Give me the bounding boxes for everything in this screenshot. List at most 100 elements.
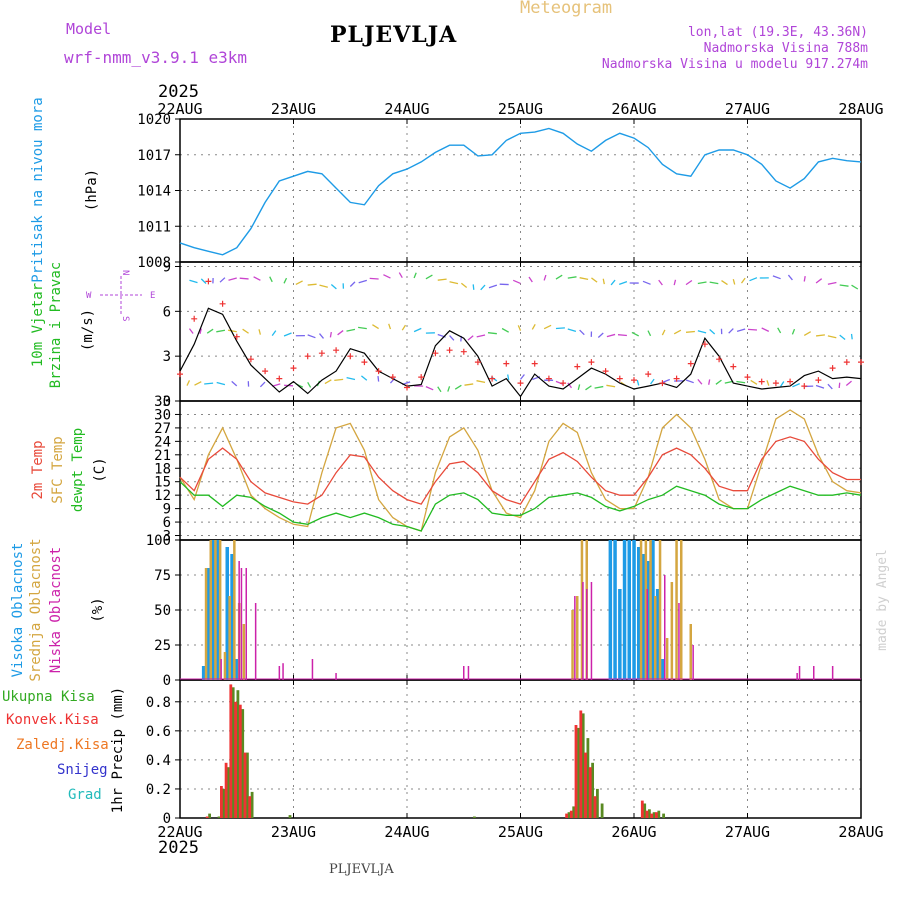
wind-direction-arrow	[662, 330, 665, 335]
wind-direction-arrow	[716, 380, 722, 384]
precip-legend-item: Konvek.Kisa	[6, 712, 99, 728]
wind-direction-arrow	[389, 324, 391, 329]
cloud-bar	[654, 596, 657, 680]
precip-legend-item: Snijeg	[57, 762, 108, 778]
y-tick-label: 75	[154, 568, 171, 584]
wind-direction-arrow	[232, 381, 237, 385]
precip-bar	[229, 684, 232, 818]
precip-bar	[251, 792, 254, 818]
x-tick-label-top: 28AUG	[838, 100, 883, 118]
cloud-bar	[238, 561, 240, 680]
wind-direction-arrow	[637, 380, 638, 385]
wind-direction-arrow	[216, 330, 225, 332]
precip-bar	[208, 814, 211, 818]
wind-direction-arrow	[556, 328, 565, 329]
wind-direction-arrow	[651, 379, 655, 384]
wind-gust-marker	[347, 353, 353, 359]
wind-direction-arrow	[804, 276, 805, 281]
wind-direction-arrow	[762, 328, 769, 331]
compass-east: E	[150, 291, 155, 301]
temp-title-sfc: SFC Temp	[50, 436, 66, 503]
cloud-bar	[463, 666, 465, 680]
cloud-bar	[214, 540, 217, 680]
wind-direction-arrow	[284, 278, 286, 283]
wind-direction-arrow	[243, 329, 249, 333]
sfc-temp-line	[180, 410, 861, 531]
panel-frame	[180, 680, 861, 818]
wind-direction-arrow	[578, 384, 579, 389]
cloud-bar	[799, 666, 801, 680]
cloud-bar	[571, 610, 574, 680]
cloud-bar	[680, 540, 683, 680]
wind-direction-arrow	[284, 333, 291, 336]
wind-direction-arrow	[359, 280, 367, 282]
wind-direction-arrow	[468, 336, 473, 340]
wind-direction-arrow	[473, 284, 474, 289]
wind-gust-marker	[631, 377, 637, 383]
wind-direction-arrow	[347, 329, 355, 331]
pressure-title: Pritisak na nivou mora	[30, 97, 46, 282]
wind-title-line1: 10m Vjetar	[30, 283, 46, 367]
wind-gust-marker	[276, 376, 282, 382]
x-tick-label-bottom: 28AUG	[838, 823, 883, 841]
wind-direction-arrow	[804, 332, 810, 336]
precip-bar	[646, 811, 649, 818]
cloud-bar	[243, 624, 246, 680]
wind-gust-marker	[262, 368, 268, 374]
wind-direction-arrow	[240, 278, 249, 279]
wind-direction-arrow	[606, 385, 615, 386]
wind-direction-arrow	[372, 325, 378, 329]
cloud-ylabel: (%)	[90, 597, 106, 622]
precip-bar	[579, 711, 582, 819]
wind-gust-marker	[560, 380, 566, 386]
cloud-bar	[632, 540, 636, 680]
precip-bar	[218, 817, 221, 819]
wind-direction-arrow	[773, 276, 781, 279]
wind-direction-arrow	[414, 328, 421, 331]
wind-direction-arrow	[733, 279, 734, 284]
wind-gust-marker	[745, 374, 751, 380]
precip-bar	[641, 801, 644, 818]
wind-title-line2: Brzina i Pravac	[48, 262, 64, 388]
cloud-bar	[618, 589, 622, 680]
wind-direction-arrow	[598, 333, 603, 337]
wind-direction-arrow	[320, 285, 328, 287]
y-tick-label: 6	[163, 304, 171, 320]
cloud-bar	[279, 666, 281, 680]
wind-direction-arrow	[229, 278, 237, 280]
cloud-bar	[468, 666, 470, 680]
wind-direction-arrow	[792, 329, 794, 334]
precip-bar	[225, 763, 228, 818]
wind-direction-arrow	[607, 334, 615, 336]
y-tick-label: 3	[163, 349, 171, 365]
wind-direction-arrow	[742, 278, 746, 283]
cloud-bar	[282, 663, 284, 680]
cloud-bar	[228, 596, 231, 680]
wind-direction-arrow	[828, 336, 836, 338]
wind-direction-arrow	[450, 336, 454, 341]
wind-direction-arrow	[308, 382, 311, 387]
wind-direction-arrow	[698, 379, 702, 384]
wind-direction-arrow	[455, 385, 461, 389]
cloud-bar	[586, 589, 588, 680]
wind-direction-arrow	[586, 386, 592, 390]
wind-direction-arrow	[254, 277, 261, 280]
wind-direction-arrow	[751, 380, 757, 384]
wind-direction-arrow	[399, 273, 402, 278]
cloud-bar	[659, 540, 662, 680]
wind-direction-arrow	[347, 378, 355, 380]
wind-direction-arrow	[477, 381, 486, 383]
precip-bar	[244, 753, 247, 818]
y-tick-label: 9	[163, 259, 171, 275]
precip-bar	[289, 815, 292, 818]
precip-bar	[601, 804, 604, 819]
wind-direction-arrow	[438, 387, 441, 392]
cloud-bar	[628, 540, 632, 680]
wind-direction-arrow	[521, 375, 525, 380]
wind-direction-arrow	[308, 284, 317, 285]
cloud-bar	[666, 638, 669, 680]
wind-direction-arrow	[481, 285, 485, 290]
x-tick-label-bottom: 25AUG	[498, 823, 543, 841]
wind-direction-arrow	[816, 335, 825, 336]
